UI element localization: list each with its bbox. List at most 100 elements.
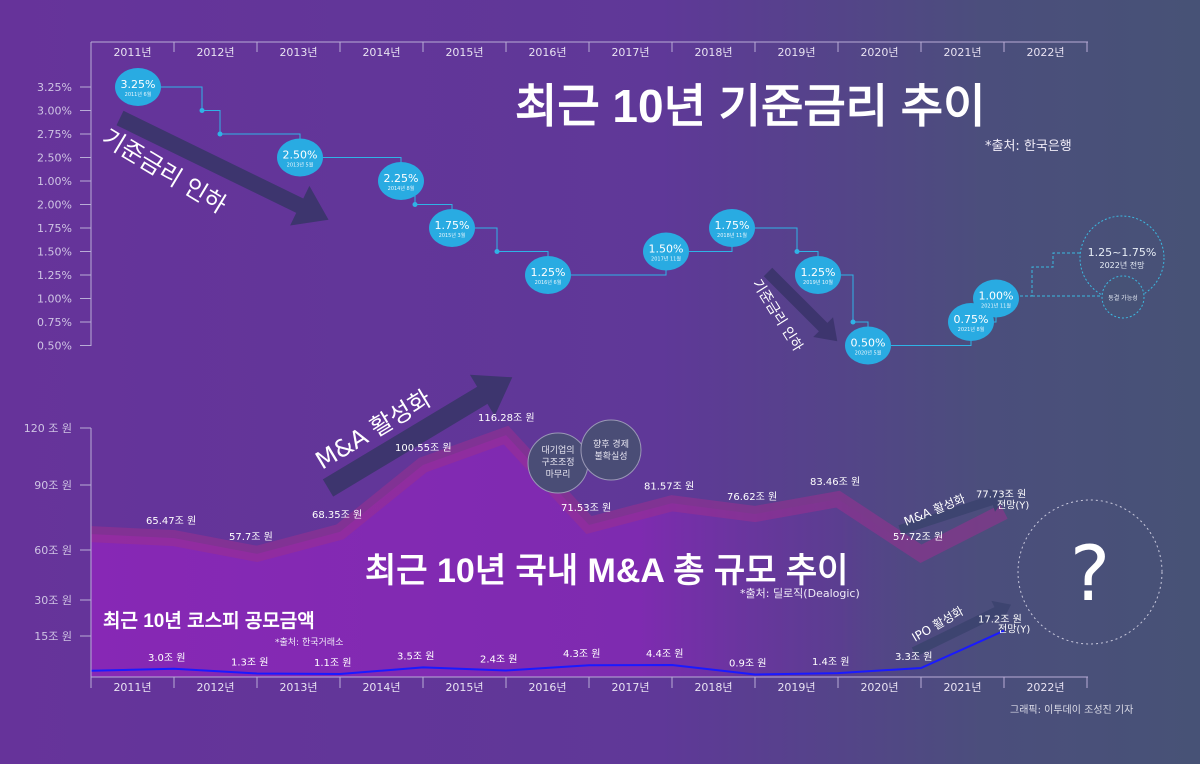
unknown-circle [1017,499,1163,645]
ma-value-label: 65.47조 원 [146,515,196,527]
x-tick-label: 2016년 [528,681,566,694]
y-tick-label: 1.00% [37,175,72,188]
ma-boom-arrow [322,374,513,497]
y-tick-label: 90조 원 [34,479,72,492]
rate-bubble-shape [429,209,475,247]
rate-bubble: 1.75%2018년 11월 [709,209,755,247]
rate-bubble: 3.25%2011년 6월 [115,68,161,106]
x-tick-label: 2012년 [196,681,234,694]
kospi-value-label: 1.1조 원 [314,657,351,669]
x-tick-label: 2018년 [694,681,732,694]
ma-source: *출처: 딜로직(Dealogic) [740,587,860,600]
ma-value-label: 116.28조 원 [478,412,535,424]
x-tick-label: 2011년 [113,46,151,59]
ipo-boom-arrow [911,600,1012,657]
rate-bubble-shape [115,68,161,106]
svg-text:대기업의: 대기업의 [541,445,574,456]
x-tick-label: 2019년 [777,681,815,694]
x-tick-label: 2015년 [445,46,483,59]
y-tick-label: 120 조 원 [24,422,72,435]
y-tick-label: 3.00% [37,105,72,118]
y-tick-label: 1.25% [37,269,72,282]
rate-cut-arrow [116,110,329,226]
ma-boom-arrow-2 [898,488,1007,535]
y-tick-label: 1.75% [37,222,72,235]
kospi-value-label: 3.3조 원 [895,651,932,663]
note-restructuring: 대기업의 구조조정 마무리 [527,432,589,494]
ma-value-label: 57.7조 원 [229,531,273,543]
x-tick-label: 2022년 [1026,681,1064,694]
rate-bubble: 1.75%2015년 3월 [429,209,475,247]
rate-value: 0.75% [954,313,989,326]
rate-date: 2013년 5월 [287,162,314,169]
y-tick-label: 15조 원 [34,630,72,643]
y-tick-label: 60조 원 [34,544,72,557]
kospi-value-label: 17.2조 원 [978,614,1022,626]
rate-bubble-shape [378,162,424,200]
x-tick-label: 2020년 [860,681,898,694]
ma-value-label: 71.53조 원 [561,502,611,514]
rate-date: 2018년 11월 [717,232,747,239]
unknown-mark: ? [1070,529,1110,618]
rate-bubble: 2.50%2013년 5월 [277,138,323,177]
x-tick-label: 2014년 [362,681,400,694]
rate-change-dot [794,249,800,254]
rate-date: 2021년 8월 [958,326,985,333]
rate-date: 2014년 8월 [388,185,415,192]
rate-change-dot [199,108,205,113]
rate-bubble-shape [973,279,1019,318]
svg-text:향후 경제: 향후 경제 [593,438,629,450]
base-rate-source: *출처: 한국은행 [985,138,1072,154]
rate-date: 2019년 10월 [803,279,833,286]
y-tick-label: 3.25% [37,81,72,94]
x-tick-label: 2013년 [279,46,317,59]
ma-value-label: 81.57조 원 [644,480,694,492]
kospi-line [90,629,1005,676]
rate-date: 2015년 3월 [439,232,466,239]
y-tick-label: 30조 원 [34,594,72,607]
graphic-credit: 그래픽: 이투데이 조성진 기자 [1010,704,1133,716]
ma-value-label: 100.55조 원 [395,442,452,454]
svg-text:마무리: 마무리 [546,469,571,480]
rate-bubble-shape [845,326,891,365]
forecast-range: 1.25~1.75% [1088,246,1157,259]
rate-value: 1.25% [801,266,836,279]
forecast-label: 2022년 전망 [1100,260,1146,270]
kospi-forecast-note: 전망(Y) [998,624,1030,636]
x-tick-label: 2021년 [943,46,981,59]
rate-bubble-shape [525,256,571,294]
rate-bubble-shape [795,256,841,294]
y-tick-label: 2.75% [37,128,72,141]
ma-title: 최근 10년 국내 M&A 총 규모 추이 [365,552,848,590]
rate-date: 2020년 5월 [855,350,882,357]
ma-area [91,435,1004,677]
rate-bubble-shape [709,209,755,247]
y-tick-label: 0.50% [37,340,72,353]
rate-date: 2011년 6월 [125,91,152,98]
kospi-value-label: 2.4조 원 [480,653,517,665]
ma-value-label: 83.46조 원 [810,476,860,488]
y-tick-label: 0.75% [37,316,72,329]
x-tick-label: 2019년 [777,46,815,59]
kospi-value-label: 1.3조 원 [231,656,268,668]
rate-value: 1.50% [649,243,684,256]
rate-bubble-shape [277,138,323,177]
rate-value: 1.00% [979,290,1014,303]
rate-bubble: 1.50%2017년 11월 [643,232,689,271]
rate-bubble: 0.50%2020년 5월 [845,326,891,365]
kospi-value-label: 1.4조 원 [812,656,849,668]
kospi-value-label: 0.9조 원 [729,658,766,670]
rate-bubble: 1.25%2016년 6월 [525,256,571,294]
freeze-bubble [1101,275,1145,319]
x-tick-label: 2021년 [943,681,981,694]
rate-change-dot [494,249,500,254]
ma-value-label: 77.73조 원 [976,489,1026,501]
rate-bubble: 2.25%2014년 8월 [378,162,424,200]
rate-value: 2.50% [283,149,318,162]
x-tick-label: 2015년 [445,681,483,694]
kospi-value-label: 4.3조 원 [563,648,600,660]
rate-bubble: 1.25%2019년 10월 [795,256,841,294]
freeze-label: 동결 가능성 [1108,294,1138,302]
x-tick-label: 2022년 [1026,46,1064,59]
